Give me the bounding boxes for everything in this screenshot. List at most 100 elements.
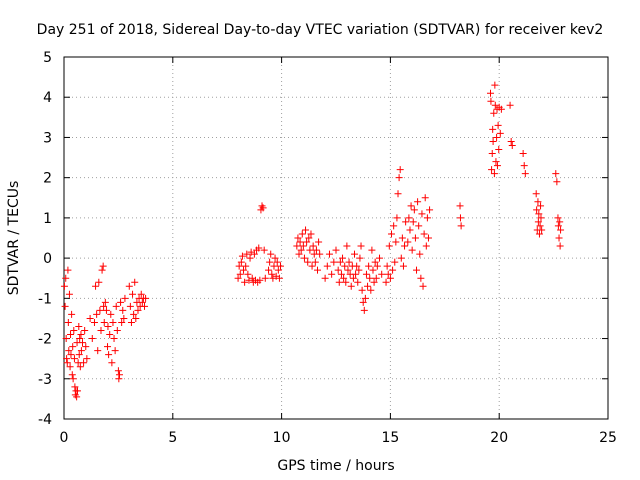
data-point [519,150,527,158]
data-point [392,238,400,246]
data-point [69,343,77,351]
data-point [304,258,312,266]
y-tick-label: -2 [38,332,52,348]
y-tick-label: -1 [38,291,52,307]
data-point [533,206,541,214]
data-point [407,202,415,210]
data-point [556,218,564,226]
data-point [328,270,336,278]
data-point [71,383,79,391]
data-point [75,351,83,359]
data-point [118,318,126,326]
data-point [77,347,85,355]
data-point [384,270,392,278]
data-point [387,230,395,238]
data-point [383,262,391,270]
y-tick-label: 5 [43,50,52,66]
data-point [111,347,119,355]
data-point [94,347,102,355]
data-point [336,258,344,266]
data-point [130,310,138,318]
data-point [552,170,560,178]
data-point [73,387,81,395]
data-point [359,298,367,306]
y-tick-label: 2 [43,171,52,187]
data-point [497,105,505,113]
data-point [456,202,464,210]
y-tick-labels: -4 -3 -2 -1 0 1 2 3 4 5 [38,50,52,428]
data-point [102,306,110,314]
chart-title: Day 251 of 2018, Sidereal Day-to-day VTE… [37,22,604,38]
data-point [416,250,424,258]
data-point [98,266,106,274]
data-point [426,206,434,214]
data-point [309,242,317,250]
data-point [129,290,137,298]
data-point [365,262,373,270]
data-point [323,262,331,270]
data-point [68,310,76,318]
data-point [538,226,546,234]
data-point [342,278,350,286]
data-point [404,238,412,246]
data-point [347,282,355,290]
data-point [413,266,421,274]
data-point [315,238,323,246]
data-point [260,246,268,254]
data-point [86,314,94,322]
data-point [76,363,84,371]
data-point [236,270,244,278]
data-point [507,137,515,145]
data-point [311,258,319,266]
data-point [382,278,390,286]
data-point [137,290,145,298]
data-point [352,270,360,278]
data-point [90,318,98,326]
data-point [418,210,426,218]
data-point [557,226,565,234]
data-point [271,254,279,262]
data-point [405,214,413,222]
data-point [314,266,322,274]
data-point [266,258,274,266]
data-point [104,343,112,351]
data-point [294,234,302,242]
x-tick-labels: 0 5 10 15 20 25 [60,430,617,446]
data-point [296,238,304,246]
data-point [274,266,282,274]
data-point [134,306,142,314]
data-point [398,234,406,242]
data-point [402,218,410,226]
data-point [242,262,250,270]
data-point [534,198,542,206]
data-point [496,129,504,137]
data-point [490,109,498,117]
data-point [535,230,543,238]
grid-lines [64,57,608,419]
data-point [508,141,516,149]
data-point [378,270,386,278]
data-point [62,274,70,282]
data-point [308,262,316,270]
data-point [456,214,464,222]
data-point [339,254,347,262]
data-point [408,246,416,254]
data-point [92,282,100,290]
y-tick-label: -3 [38,372,52,388]
data-point [235,262,243,270]
data-point [489,137,497,145]
data-point [142,294,150,302]
data-point [240,266,248,274]
x-tick-label: 5 [168,430,177,446]
data-point [368,246,376,254]
data-point [419,282,427,290]
data-point [107,310,115,318]
y-tick-label: 3 [43,130,52,146]
data-point [325,250,333,258]
data-point [490,170,498,178]
data-point [241,278,249,286]
data-point [121,294,129,302]
data-point [345,258,353,266]
data-point [76,335,84,343]
